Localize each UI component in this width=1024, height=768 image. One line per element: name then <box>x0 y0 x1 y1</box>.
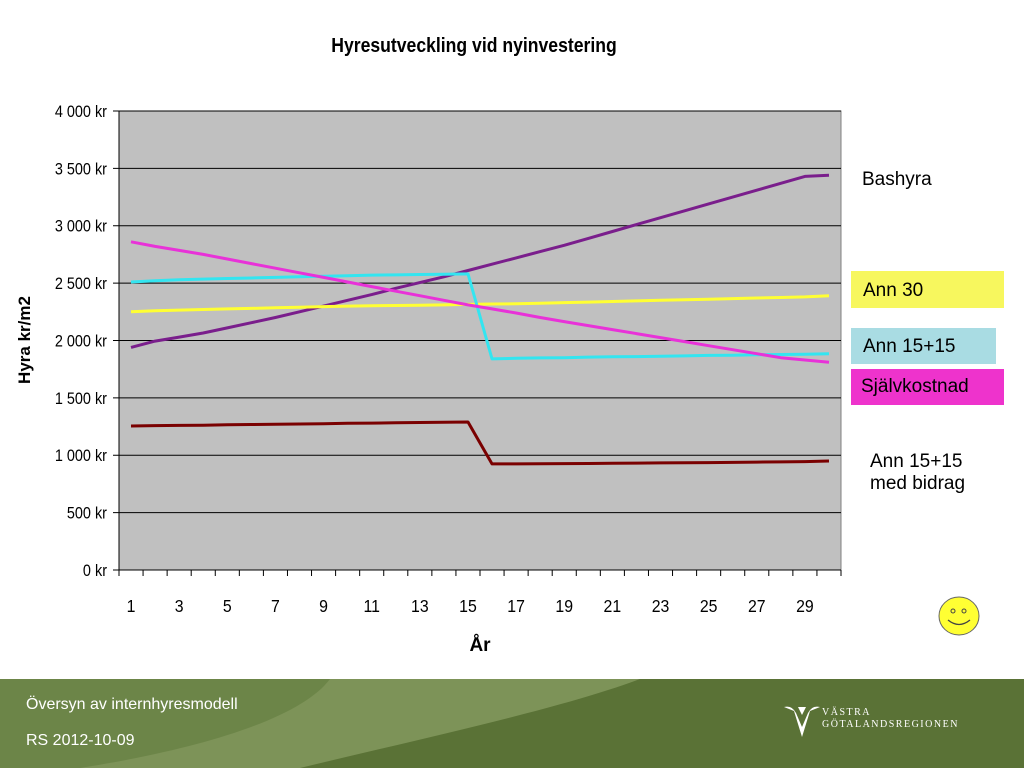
x-tick-label: 29 <box>796 596 814 616</box>
series-line-ann-15-15-med-bidrag <box>130 420 830 466</box>
legend-ann-15-15: Ann 15+15 <box>851 328 996 364</box>
series-line-ann-30 <box>130 294 830 314</box>
y-tick-label: 2 500 kr <box>55 275 107 293</box>
y-tick-label: 3 000 kr <box>55 218 107 236</box>
footer-background <box>0 679 1024 768</box>
x-tick-label: 7 <box>271 596 280 616</box>
y-axis-ticks: 0 kr 500 kr 1 000 kr 1 500 kr 2 000 kr 2 500 … <box>55 103 120 580</box>
footer-title: Översyn av internhyresmodell <box>26 696 238 713</box>
x-axis-label: År <box>469 635 491 656</box>
x-tick-label: 23 <box>652 596 670 616</box>
x-tick-label: 19 <box>555 596 573 616</box>
footer-band: Översyn av internhyresmodell RS 2012-10-… <box>0 679 1024 768</box>
y-tick-label: 2 000 kr <box>55 332 107 350</box>
x-tick-label: 13 <box>411 596 429 616</box>
legend-ann-15-15-med-bidrag: Ann 15+15 med bidrag <box>870 451 965 495</box>
vgr-logo-text: VÄSTRA GÖTALANDSREGIONEN <box>822 707 959 731</box>
chart-title: Hyresutveckling vid nyinvestering <box>331 34 616 56</box>
x-tick-label: 3 <box>175 596 184 616</box>
legend-bidrag-line1: Ann 15+15 <box>870 451 963 472</box>
x-tick-label: 11 <box>363 596 379 616</box>
footer-date: RS 2012-10-09 <box>26 732 135 749</box>
legend-bidrag-line2: med bidrag <box>870 473 966 494</box>
logo-line1: VÄSTRA <box>822 707 872 718</box>
x-tick-label: 15 <box>459 596 477 616</box>
legend-sjalvkostnad: Självkostnad <box>851 369 1004 405</box>
y-tick-label: 3 500 kr <box>55 160 107 178</box>
logo-line2: GÖTALANDSREGIONEN <box>822 719 959 730</box>
series-line-sj-lvkostnad <box>130 240 830 364</box>
x-tick-label: 21 <box>604 596 622 616</box>
y-tick-label: 4 000 kr <box>55 103 107 121</box>
gridlines <box>119 110 841 514</box>
x-tick-label: 27 <box>748 596 766 616</box>
legend-ann-30: Ann 30 <box>851 271 1004 308</box>
y-tick-label: 500 kr <box>67 505 107 523</box>
y-tick-label: 1 000 kr <box>55 447 107 465</box>
y-tick-label: 0 kr <box>83 562 107 580</box>
legend-bashyra: Bashyra <box>862 169 932 190</box>
series-line-bashyra <box>130 173 830 349</box>
smiley-icon <box>938 596 980 636</box>
vgr-logo-icon <box>784 706 820 737</box>
x-tick-label: 25 <box>700 596 718 616</box>
x-tick-label: 5 <box>223 596 232 616</box>
x-axis-ticks: 1 3 5 7 9 11 13 15 17 19 21 23 25 27 29 <box>118 569 842 616</box>
x-tick-label: 1 <box>127 596 136 616</box>
series-line-ann-15-15 <box>130 272 830 361</box>
x-tick-label: 9 <box>319 596 328 616</box>
y-tick-label: 1 500 kr <box>55 390 107 408</box>
y-axis-label: Hyra kr/m2 <box>15 296 34 384</box>
x-tick-label: 17 <box>507 596 525 616</box>
line-chart: Hyresutveckling vid nyinvestering 0 kr50… <box>15 34 842 656</box>
series-lines <box>130 173 830 466</box>
